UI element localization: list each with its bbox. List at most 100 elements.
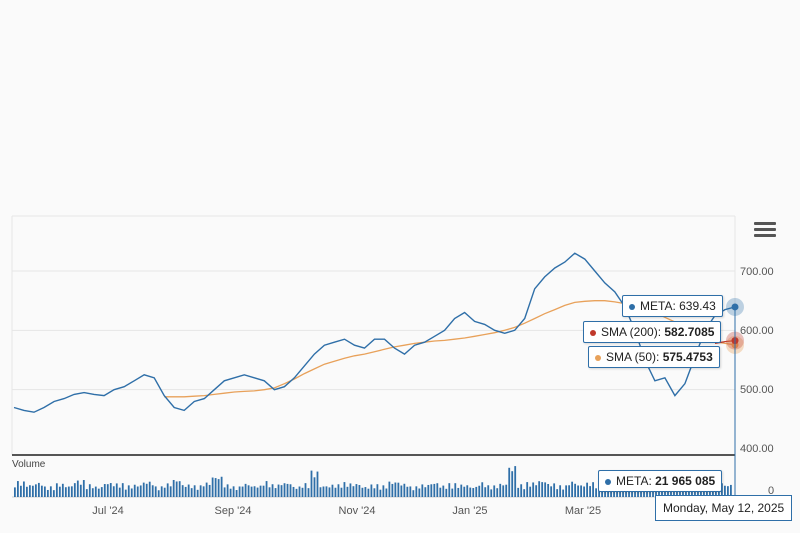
volume-bar <box>427 484 430 497</box>
volume-bar <box>214 478 217 497</box>
volume-bar <box>406 486 409 497</box>
volume-bar <box>187 484 190 497</box>
volume-bar <box>298 486 301 497</box>
volume-title: Volume <box>12 459 46 470</box>
volume-bar <box>400 485 403 497</box>
sma200-tooltip: SMA (200): 582.7085 <box>583 321 722 343</box>
volume-bar <box>403 483 406 497</box>
volume-bar <box>496 488 499 497</box>
volume-bar <box>100 487 103 497</box>
volume-bar <box>355 484 358 497</box>
volume-bar <box>490 489 493 497</box>
volume-bar <box>112 486 115 497</box>
x-axis-ticks: Jul '24 Sep '24 Nov '24 Jan '25 Mar '25 <box>92 505 601 517</box>
volume-bar <box>160 486 163 497</box>
chart-menu-button[interactable] <box>752 219 778 241</box>
volume-bar <box>166 483 169 497</box>
volume-bar <box>163 487 166 497</box>
volume-bar <box>280 485 283 497</box>
volume-bar <box>325 486 328 497</box>
hamburger-menu-icon-bar <box>754 234 776 237</box>
volume-bar <box>334 487 337 497</box>
volume-bar <box>106 484 109 497</box>
volume-bar <box>421 484 424 497</box>
volume-bar <box>61 483 64 497</box>
volume-bar <box>88 484 91 497</box>
volume-bar <box>517 487 520 497</box>
volume-bar <box>97 488 100 497</box>
volume-bar <box>238 486 241 497</box>
volume-bar <box>316 471 319 497</box>
volume-bar <box>700 488 702 497</box>
volume-bar <box>28 485 31 497</box>
volume-bar <box>154 486 157 497</box>
volume-bar <box>205 482 208 497</box>
volume-bar <box>418 488 421 497</box>
volume-bar <box>127 485 130 497</box>
volume-bar <box>562 489 565 497</box>
volume-bar <box>103 484 106 497</box>
volume-bar <box>259 485 262 497</box>
volume-bar <box>589 486 591 497</box>
volume-bar <box>322 486 325 497</box>
volume-bar <box>16 481 19 497</box>
volume-bar <box>388 481 391 497</box>
volume-dot-icon <box>605 478 611 485</box>
volume-bar <box>67 486 70 497</box>
volume-bar <box>466 485 469 497</box>
meta-marker <box>731 303 739 311</box>
sma200-tooltip-value: 582.7085 <box>664 325 715 339</box>
volume-bar <box>289 484 292 497</box>
volume-bar <box>31 485 34 497</box>
volume-bar <box>505 484 508 497</box>
volume-bar <box>286 483 289 497</box>
volume-bar <box>199 485 202 497</box>
volume-bar <box>34 484 37 497</box>
volume-bar <box>319 487 322 497</box>
volume-bar <box>706 488 708 497</box>
volume-bar <box>532 482 535 497</box>
volume-bar <box>139 485 142 497</box>
volume-bar <box>412 490 415 497</box>
volume-bar <box>172 479 175 497</box>
volume-bar <box>175 481 178 497</box>
volume-bar <box>382 485 385 497</box>
volume-bar <box>544 482 547 497</box>
volume-bar <box>463 486 466 497</box>
volume-bar <box>460 484 463 497</box>
volume-bar <box>580 485 583 497</box>
volume-bar <box>439 487 442 497</box>
volume-bar <box>91 488 94 497</box>
volume-bar <box>508 467 511 497</box>
volume-bar <box>229 488 232 497</box>
volume-bar <box>469 487 472 497</box>
volume-bar <box>190 488 193 497</box>
volume-bar <box>592 482 594 497</box>
volume-bar <box>430 484 433 497</box>
volume-bar <box>391 483 394 497</box>
volume-bar <box>550 486 553 497</box>
volume-bar <box>304 483 307 497</box>
volume-bar <box>415 486 418 497</box>
volume-bar <box>526 482 529 497</box>
volume-bar <box>37 482 40 497</box>
volume-bar <box>352 486 355 497</box>
x-tick-label: Jan '25 <box>452 505 487 517</box>
volume-bar <box>367 488 370 497</box>
volume-bar <box>331 484 334 497</box>
volume-bar <box>250 486 253 497</box>
volume-bar <box>310 470 313 497</box>
volume-bar <box>340 487 343 497</box>
volume-bar <box>556 489 559 497</box>
volume-bar <box>193 485 196 497</box>
volume-bar <box>571 481 574 497</box>
volume-bar <box>217 479 220 497</box>
volume-bar <box>538 481 541 497</box>
meta-price-line <box>13 252 736 413</box>
volume-bar <box>196 489 199 497</box>
volume-bar <box>712 487 714 497</box>
volume-bar <box>568 485 571 497</box>
meta-tooltip: META: 639.43 <box>622 295 723 317</box>
volume-bar <box>124 489 127 497</box>
y-tick-label: 600.00 <box>740 325 774 337</box>
